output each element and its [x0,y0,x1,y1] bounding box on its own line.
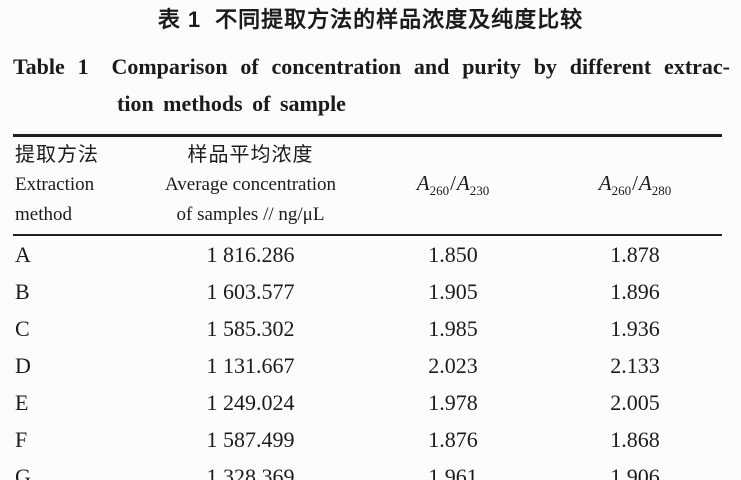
header-extraction-method-en2: method [15,204,72,225]
cell-concentration: 1 249.024 [206,389,295,415]
cell-concentration: 1 603.577 [206,278,295,304]
header-average-concentration: 样品平均浓度 Average concentration of samples … [143,135,358,236]
table-title-en: Table 1 Comparison of concentration and … [13,48,730,122]
table-title-zh-text: 不同提取方法的样品浓度及纯度比较 [215,7,584,32]
header-extraction-method-zh: 提取方法 [15,144,99,166]
cell-concentration: 1 585.302 [206,315,295,341]
cell-a260-a230: 1.850 [428,241,478,267]
table-row: G 1 328.369 1.961 1.906 [13,458,722,480]
cell-method: G [15,463,31,480]
header-average-concentration-zh: 样品平均浓度 [187,144,314,166]
cell-a260-a230: 1.978 [428,389,478,415]
a260-a280-formula: A260/A280 [598,171,672,198]
table-title-en-line1: Table 1 Comparison of concentration and … [13,48,730,85]
cell-a260-a230: 2.023 [428,352,478,378]
table-row: F 1 587.499 1.876 1.868 [13,421,722,458]
cell-method: B [15,278,30,304]
table-number-en: Table 1 [13,54,89,79]
table-title-en-line2: tion methods of sample [117,91,346,116]
cell-method: A [15,241,31,267]
cell-method: D [15,352,31,378]
table-number-zh: 表 1 [157,7,202,32]
header-average-concentration-en1: Average concentration [164,174,337,195]
cell-a260-a280: 2.005 [610,389,660,415]
table-title-zh: 表 1 不同提取方法的样品浓度及纯度比较 [0,0,741,33]
header-average-concentration-en2: of samples // ng/μL [176,204,325,225]
header-extraction-method: 提取方法 Extraction method [13,135,143,236]
cell-concentration: 1 328.369 [206,463,295,480]
header-extraction-method-en1: Extraction [15,174,95,195]
a260-a230-formula: A260/A230 [416,171,490,198]
cell-a260-a280: 1.896 [610,278,660,304]
table-header: 提取方法 Extraction method 样品平均浓度 Average co… [13,135,722,236]
cell-method: E [15,389,29,415]
cell-a260-a280: 1.936 [610,315,660,341]
cell-a260-a230: 1.905 [428,278,478,304]
cell-a260-a280: 1.906 [610,463,660,480]
table-row: B 1 603.577 1.905 1.896 [13,273,722,310]
cell-method: C [15,315,30,341]
cell-method: F [15,426,28,452]
table-title-en-text: Comparison of concentration and purity b… [111,54,730,79]
table-row: C 1 585.302 1.985 1.936 [13,310,722,347]
table-body: A 1 816.286 1.850 1.878 B 1 603.577 1.90… [13,235,722,480]
cell-a260-a230: 1.985 [428,315,478,341]
cell-a260-a280: 1.878 [610,241,660,267]
cell-concentration: 1 816.286 [206,241,295,267]
header-row: 提取方法 Extraction method 样品平均浓度 Average co… [13,135,722,236]
cell-concentration: 1 131.667 [206,352,295,378]
comparison-table: 提取方法 Extraction method 样品平均浓度 Average co… [13,134,722,480]
cell-a260-a280: 1.868 [610,426,660,452]
cell-a260-a230: 1.961 [428,463,478,480]
header-a260-a280: A260/A280 [548,135,722,236]
table-row: A 1 816.286 1.850 1.878 [13,235,722,273]
cell-concentration: 1 587.499 [206,426,295,452]
table-row: D 1 131.667 2.023 2.133 [13,347,722,384]
header-a260-a230: A260/A230 [358,135,548,236]
cell-a260-a280: 2.133 [610,352,660,378]
table-row: E 1 249.024 1.978 2.005 [13,384,722,421]
cell-a260-a230: 1.876 [428,426,478,452]
